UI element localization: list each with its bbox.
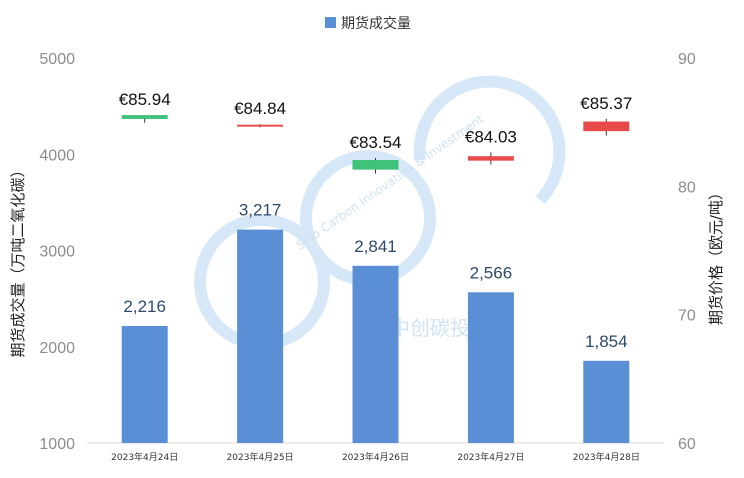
x-tick: 2023年4月25日 bbox=[227, 451, 294, 463]
y-left-tick: 5000 bbox=[39, 51, 75, 68]
y-left-tick: 4000 bbox=[39, 147, 75, 164]
watermark-text-cn: 中创碳投 bbox=[390, 316, 470, 340]
price-label: €83.54 bbox=[350, 133, 402, 152]
volume-bar-label: 2,566 bbox=[470, 263, 513, 282]
y-right-ticks: 60 70 80 90 bbox=[678, 51, 696, 453]
x-ticks: 2023年4月24日 2023年4月25日 2023年4月26日 2023年4月27日… bbox=[111, 451, 640, 463]
y-right-tick: 60 bbox=[678, 436, 696, 453]
price-label: €84.84 bbox=[234, 99, 286, 118]
y-right-tick: 80 bbox=[678, 179, 696, 196]
volume-bar bbox=[237, 229, 284, 443]
x-tick: 2023年4月27日 bbox=[457, 451, 524, 463]
volume-bar-label: 2,216 bbox=[123, 297, 166, 316]
volume-bar-label: 3,217 bbox=[239, 201, 282, 220]
price-label: €84.03 bbox=[465, 127, 517, 146]
y-right-tick: 90 bbox=[678, 51, 696, 68]
volume-bar bbox=[121, 325, 168, 443]
volume-bar-labels: 2,216 3,217 2,841 2,566 1,854 bbox=[123, 201, 627, 351]
y-left-axis-title: 期货成交量（万吨二氧化碳） bbox=[9, 162, 27, 357]
volume-bar bbox=[467, 292, 514, 443]
legend: 期货成交量 bbox=[325, 15, 411, 32]
price-candle bbox=[121, 115, 168, 119]
volume-bar-label: 2,841 bbox=[354, 237, 397, 256]
x-tick: 2023年4月28日 bbox=[573, 451, 640, 463]
volume-bar-label: 1,854 bbox=[585, 332, 628, 351]
price-candle bbox=[237, 124, 284, 127]
volume-bar bbox=[583, 360, 630, 443]
price-candle bbox=[352, 160, 399, 170]
y-left-tick: 2000 bbox=[39, 340, 75, 357]
y-right-tick: 70 bbox=[678, 308, 696, 325]
price-candles bbox=[121, 115, 630, 174]
price-labels: €85.94 €84.84 €83.54 €84.03 €85.37 bbox=[119, 90, 633, 152]
x-tick: 2023年4月24日 bbox=[111, 451, 178, 463]
price-label: €85.94 bbox=[119, 90, 171, 109]
y-left-ticks: 1000 2000 3000 4000 5000 bbox=[39, 51, 75, 453]
legend-swatch bbox=[325, 17, 336, 28]
price-label: €85.37 bbox=[580, 94, 632, 113]
y-right-axis-title: 期货价格（欧元/吨） bbox=[707, 185, 725, 325]
price-candle bbox=[467, 156, 514, 161]
x-tick: 2023年4月26日 bbox=[342, 451, 409, 463]
volume-bar bbox=[352, 265, 399, 443]
legend-label: 期货成交量 bbox=[341, 15, 411, 32]
price-candle bbox=[583, 121, 630, 132]
volume-bars bbox=[121, 229, 630, 443]
y-left-tick: 3000 bbox=[39, 244, 75, 261]
y-left-tick: 1000 bbox=[39, 436, 75, 453]
